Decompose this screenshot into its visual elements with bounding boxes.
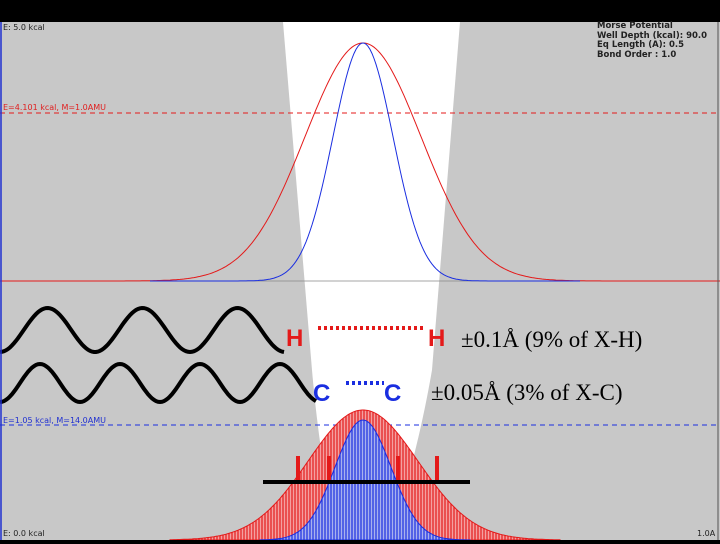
carbon-probability-curve	[150, 42, 580, 282]
hydrogen-atom-left: H	[286, 325, 304, 352]
c-energy-label: E=1.05 kcal, M=14.0AMU	[3, 416, 107, 425]
well-depth: Well Depth (kcal): 90.0	[597, 30, 708, 41]
bond-order: Bond Order : 1.0	[597, 49, 677, 60]
carbon-atom-left: C	[313, 380, 331, 407]
hydrogen-probability-curve	[0, 42, 720, 282]
h-energy-label: E=4.101 kcal, M=1.0AMU	[3, 103, 107, 112]
h-vibration-wave	[0, 305, 285, 355]
top-energy-label: E: 5.0 kcal	[3, 23, 45, 32]
c-vibration-wave	[0, 361, 318, 405]
eq-length: Eq Length (A): 0.5	[597, 40, 685, 50]
potential-info-box: Morse Potential Well Depth (kcal): 90.0 …	[597, 21, 708, 60]
carbon-atom-right: C	[384, 380, 402, 407]
c-range-annotation: ±0.05Å (3% of X-C)	[431, 380, 623, 405]
top-band	[0, 0, 720, 22]
bottom-energy-label: E: 0.0 kcal	[3, 529, 45, 538]
x-max-label: 1.0A	[697, 529, 716, 538]
h-range-annotation: ±0.1Å (9% of X-H)	[461, 327, 643, 352]
potential-type: Morse Potential	[597, 21, 673, 31]
hydrogen-atom-right: H	[428, 325, 446, 352]
